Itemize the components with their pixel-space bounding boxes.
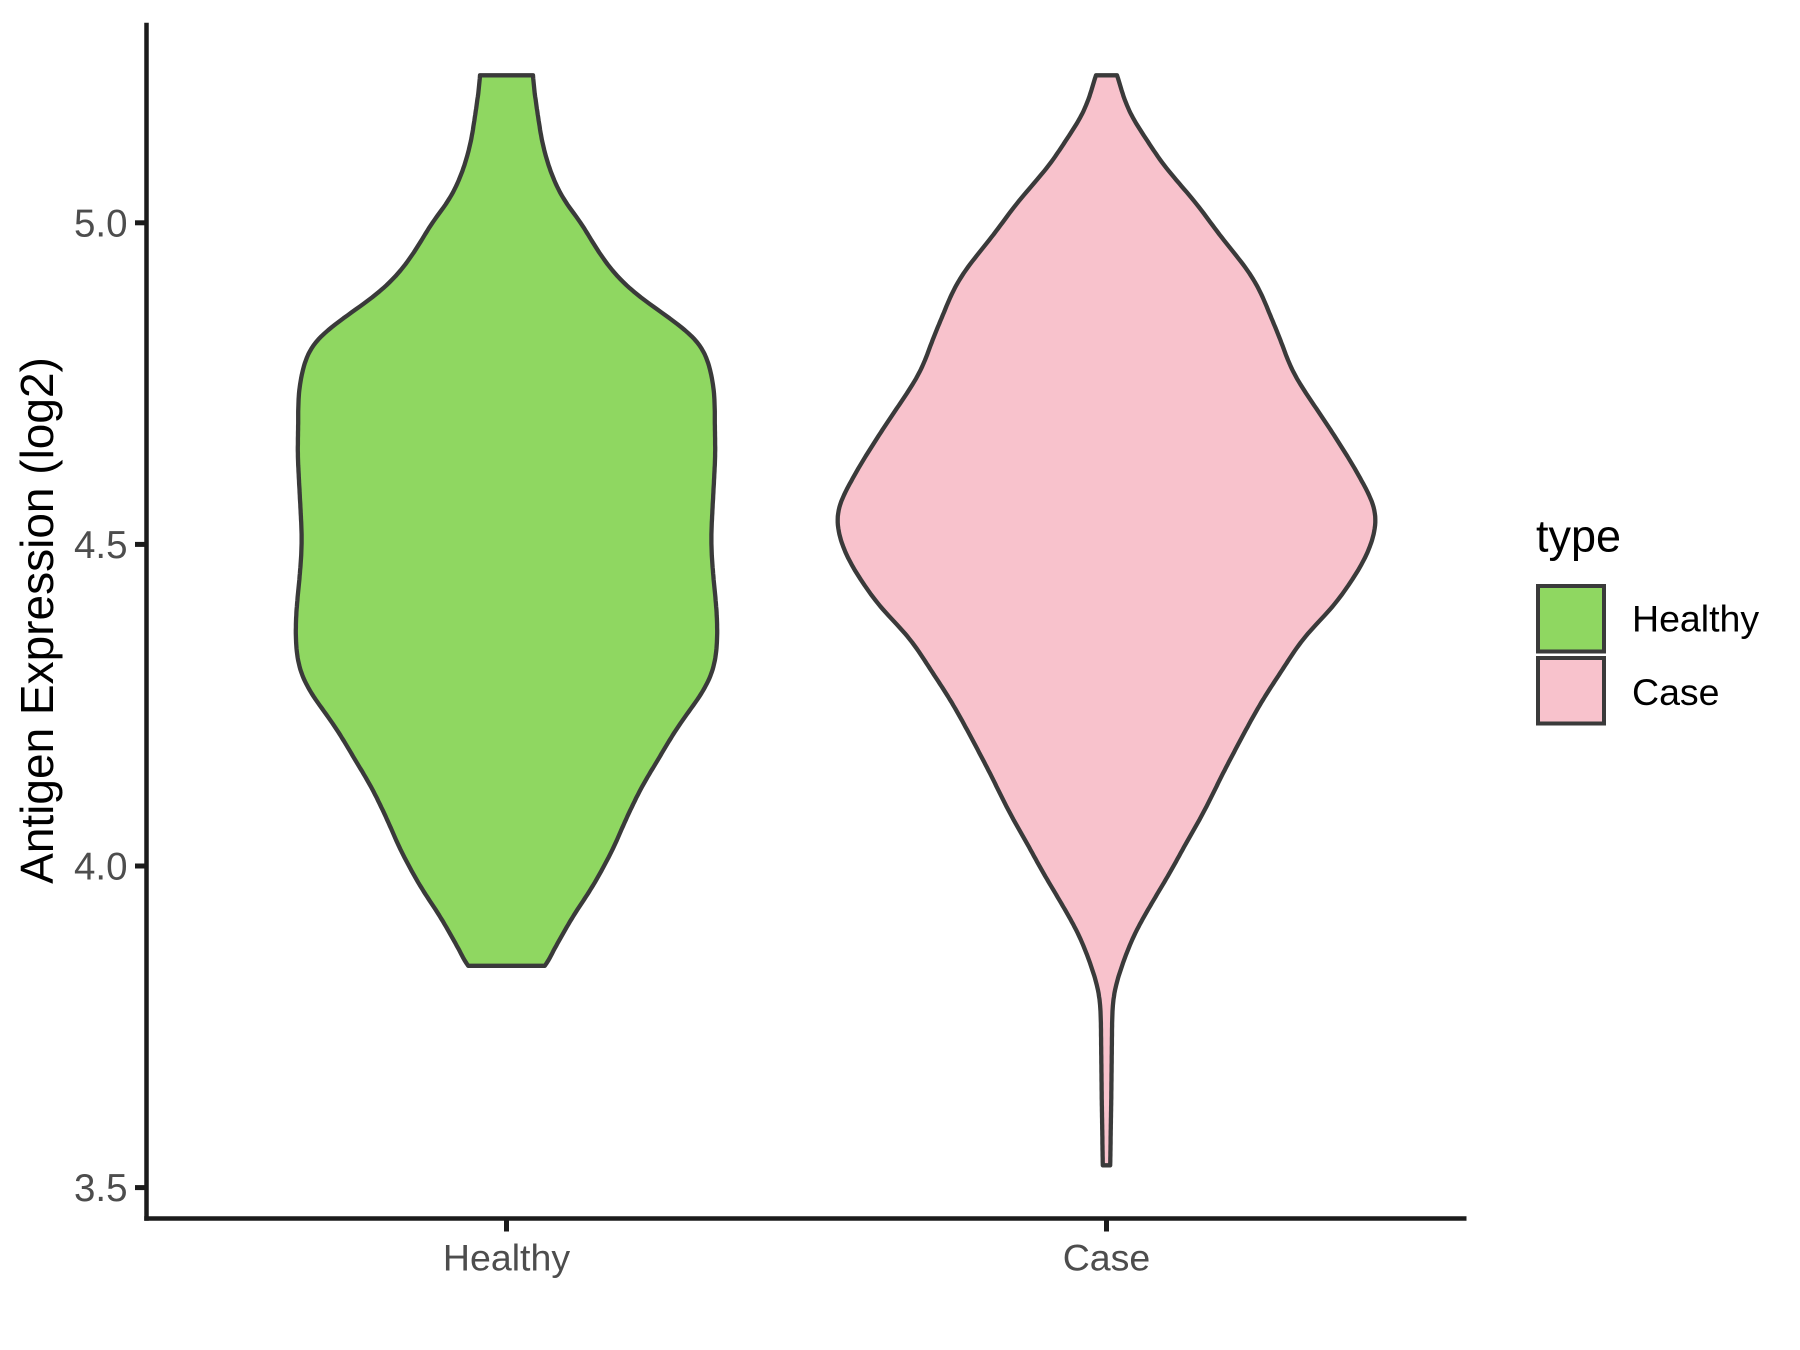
svg-text:Healthy: Healthy [443, 1237, 570, 1279]
svg-text:Healthy: Healthy [1632, 598, 1759, 640]
svg-text:type: type [1536, 511, 1621, 562]
svg-text:Case: Case [1632, 671, 1720, 713]
svg-text:4.0: 4.0 [74, 846, 128, 889]
svg-text:Case: Case [1063, 1237, 1151, 1279]
svg-text:5.0: 5.0 [74, 202, 128, 245]
svg-text:3.5: 3.5 [74, 1167, 128, 1210]
svg-text:Antigen Expression (log2): Antigen Expression (log2) [11, 357, 63, 884]
svg-text:4.5: 4.5 [74, 524, 128, 567]
